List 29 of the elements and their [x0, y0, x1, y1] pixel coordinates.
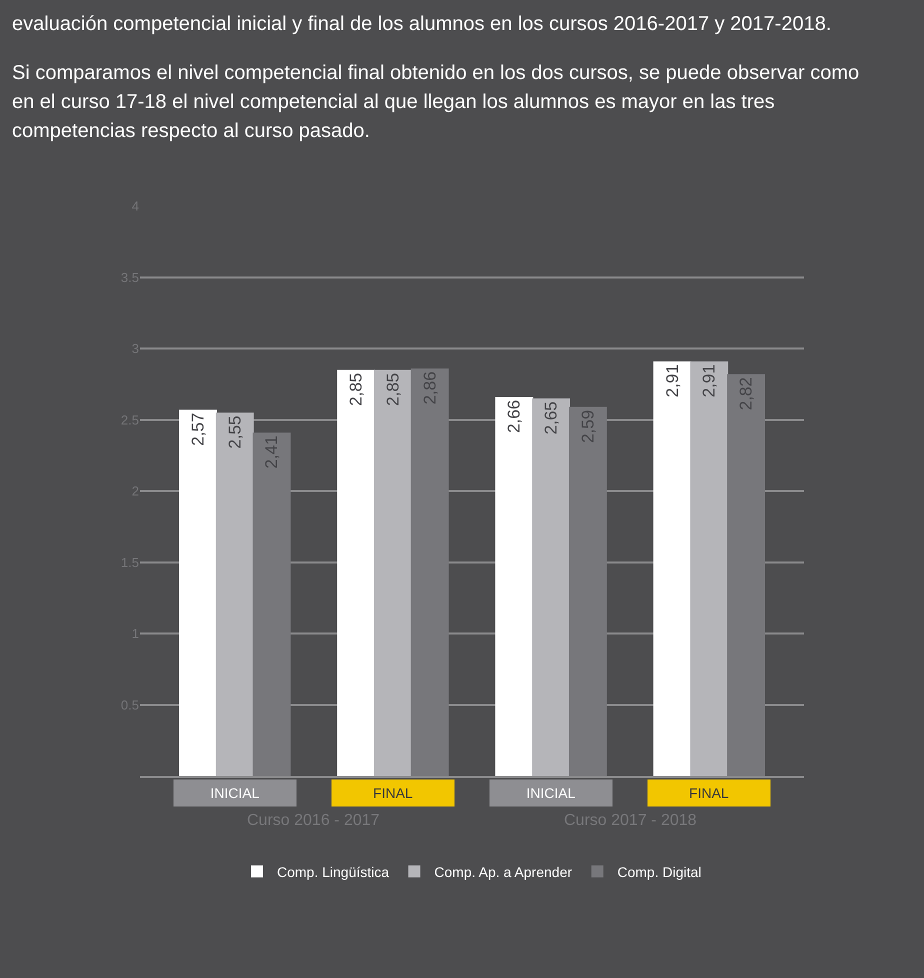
bar [410, 368, 449, 776]
x-tick-label: INICIAL [210, 785, 260, 801]
legend-label: Comp. Digital [617, 864, 702, 880]
bar [727, 374, 765, 776]
x-tick-label: FINAL [373, 785, 413, 801]
bar [179, 410, 217, 776]
legend-label: Comp. Lingüística [277, 864, 390, 880]
bar [216, 412, 254, 776]
legend-label: Comp. Ap. a Aprender [434, 864, 572, 880]
data-label: 2,91 [700, 364, 719, 398]
bar [252, 432, 291, 776]
chart-title: evaluación competencial inicial y final de los alumnos en los cursos 2016-2017 y 2017-2018. [12, 12, 832, 37]
bar [337, 370, 376, 776]
bar [374, 370, 412, 776]
bar [568, 406, 607, 776]
chart-subtitle: Si comparamos el nivel competencial final obtenido en los dos cursos, se puede observar como en el curso 17-18 el nivel competencial al que llegan los alumnos es mayor en las tres competencias respecto al curso pasado. [12, 61, 860, 144]
x-tick-label: FINAL [689, 785, 729, 801]
bar [495, 396, 534, 776]
data-label: 2,57 [188, 412, 208, 446]
data-label: 2,85 [383, 372, 402, 406]
data-label: 2,91 [662, 364, 682, 398]
data-label: 2,55 [225, 416, 244, 449]
x-tick-label: INICIAL [526, 785, 576, 801]
data-label: 2,85 [346, 372, 366, 406]
data-label: 2,65 [542, 401, 561, 434]
bar [690, 361, 728, 776]
bar [532, 398, 570, 776]
bar [653, 361, 692, 776]
data-label: 2,66 [504, 400, 524, 434]
